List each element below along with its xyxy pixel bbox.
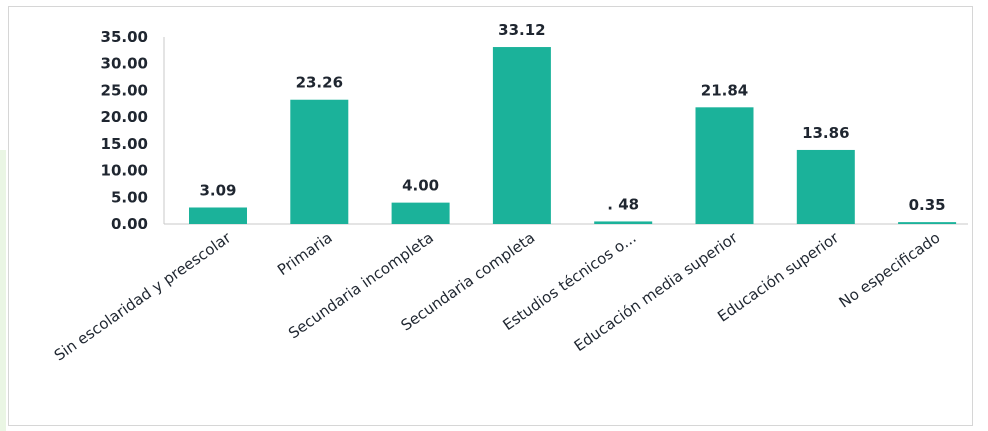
- bar: [189, 207, 247, 224]
- y-tick-label: 5.00: [111, 188, 148, 206]
- y-tick-label: 10.00: [101, 162, 148, 180]
- x-tick-label: Educación media superior: [571, 228, 742, 355]
- y-tick-label: 25.00: [101, 81, 148, 99]
- data-label: 3.09: [199, 181, 236, 199]
- x-tick-label: No especificado: [836, 229, 944, 312]
- bar: [898, 222, 957, 224]
- left-accent-strip: [0, 150, 6, 431]
- data-label: 21.84: [701, 81, 748, 99]
- data-label: 4.00: [402, 177, 439, 195]
- bar: [594, 221, 653, 224]
- y-tick-label: 35.00: [101, 28, 148, 46]
- bar: [796, 149, 855, 224]
- x-axis-labels: Sin escolaridad y preescolar PrimariaSecu…: [51, 228, 944, 364]
- bars: [189, 47, 957, 224]
- x-tick-label: Sin escolaridad y preescolar: [51, 228, 235, 364]
- data-labels: 3.09 23.26 4.00 33.12 . 48 21.84 13.86 0.35: [199, 21, 945, 214]
- y-tick-label: 15.00: [101, 135, 148, 153]
- y-axis: 0.00 5.00 10.00 15.00 20.00 25.00 30.00 35.00: [101, 28, 968, 233]
- bar: [695, 107, 754, 224]
- x-tick-label: Primaria: [274, 229, 335, 280]
- data-label: 0.35: [909, 196, 946, 214]
- data-label: . 48: [607, 195, 639, 213]
- data-label: 13.86: [802, 124, 849, 142]
- y-tick-label: 0.00: [111, 215, 148, 233]
- data-label: 23.26: [296, 74, 343, 92]
- bar: [290, 99, 349, 224]
- y-tick-label: 20.00: [101, 108, 148, 126]
- bar: [391, 202, 450, 224]
- y-tick-label: 30.00: [101, 55, 148, 73]
- bar: [492, 47, 551, 224]
- data-label: 33.12: [498, 21, 545, 39]
